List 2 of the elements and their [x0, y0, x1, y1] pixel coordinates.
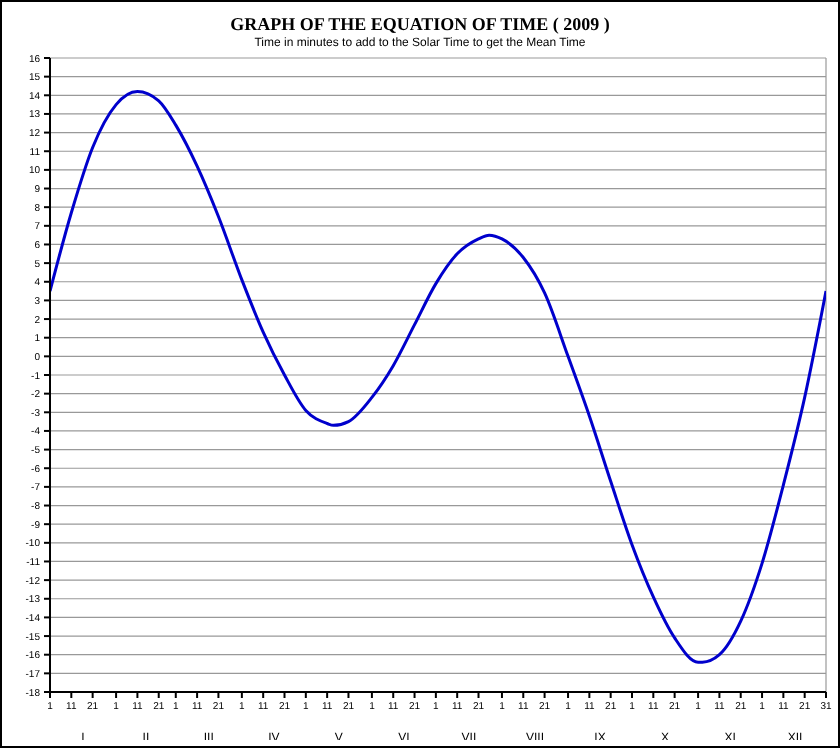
chart-title: GRAPH OF THE EQUATION OF TIME ( 2009 ): [228, 14, 612, 34]
line-series: [50, 90, 826, 664]
